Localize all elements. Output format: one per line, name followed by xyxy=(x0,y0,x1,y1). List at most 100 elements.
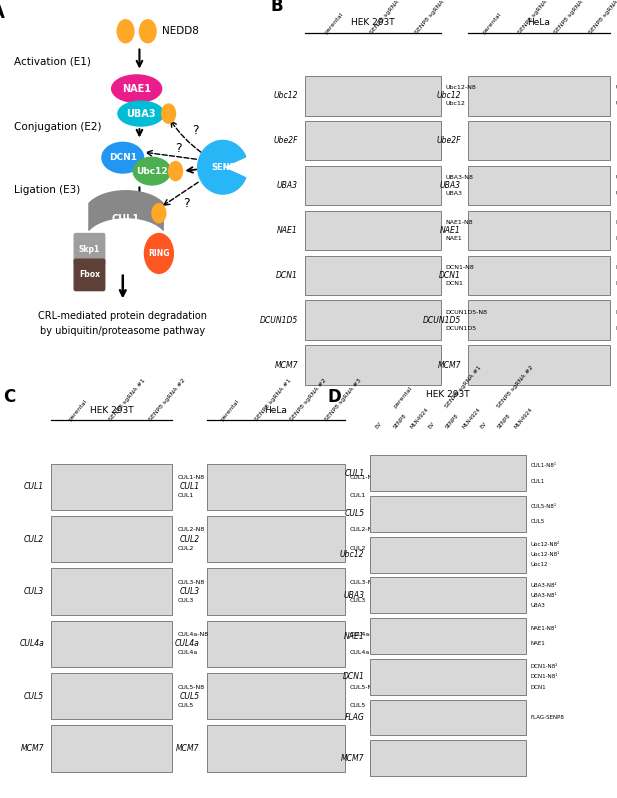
FancyBboxPatch shape xyxy=(468,255,610,295)
FancyBboxPatch shape xyxy=(305,346,441,385)
Text: MCM7: MCM7 xyxy=(21,744,44,753)
FancyBboxPatch shape xyxy=(305,301,441,340)
Text: DCN1: DCN1 xyxy=(439,271,461,280)
Text: DCUN1D5: DCUN1D5 xyxy=(615,326,617,330)
Text: parental: parental xyxy=(67,399,88,422)
Text: SENP8 sgRNA #1: SENP8 sgRNA #1 xyxy=(444,365,482,409)
Text: FLAG-SENP8: FLAG-SENP8 xyxy=(531,715,565,720)
Text: Ube2F: Ube2F xyxy=(436,136,461,145)
Circle shape xyxy=(162,104,175,123)
FancyBboxPatch shape xyxy=(370,578,526,614)
FancyBboxPatch shape xyxy=(74,259,105,290)
Text: DCN1: DCN1 xyxy=(615,281,617,286)
Polygon shape xyxy=(198,140,246,194)
Text: MLN4924: MLN4924 xyxy=(462,407,482,430)
Text: CUL3: CUL3 xyxy=(24,587,44,596)
Circle shape xyxy=(117,20,134,43)
Text: Conjugation (E2): Conjugation (E2) xyxy=(14,122,102,132)
Ellipse shape xyxy=(133,157,171,185)
Text: CUL1-N8: CUL1-N8 xyxy=(177,475,204,480)
Text: DCN1: DCN1 xyxy=(109,153,137,162)
FancyBboxPatch shape xyxy=(370,537,526,573)
Text: NAE1-N8: NAE1-N8 xyxy=(445,220,473,225)
Text: MCM7: MCM7 xyxy=(437,361,461,369)
Text: MLN4924: MLN4924 xyxy=(410,407,430,430)
Text: CUL1: CUL1 xyxy=(350,493,366,499)
Text: DCN1: DCN1 xyxy=(445,281,463,286)
Text: CUL4a-N8: CUL4a-N8 xyxy=(177,632,209,637)
Text: SENP8 sgRNA #2: SENP8 sgRNA #2 xyxy=(289,378,328,422)
Text: Ubc12-N8²: Ubc12-N8² xyxy=(531,542,560,547)
Text: NAE1: NAE1 xyxy=(277,226,298,235)
Text: CUL2: CUL2 xyxy=(350,546,366,551)
Circle shape xyxy=(144,234,173,274)
Text: SENP8 sgRNA #1: SENP8 sgRNA #1 xyxy=(108,378,146,422)
Text: UBA3: UBA3 xyxy=(344,591,365,600)
FancyBboxPatch shape xyxy=(305,166,441,205)
FancyBboxPatch shape xyxy=(468,211,610,251)
Text: Ubc12-N8¹: Ubc12-N8¹ xyxy=(531,552,560,557)
Text: CUL5: CUL5 xyxy=(24,692,44,701)
Text: UBA3-N8²: UBA3-N8² xyxy=(531,583,557,587)
Text: Ubc12: Ubc12 xyxy=(615,101,617,106)
Text: CUL1: CUL1 xyxy=(112,214,139,224)
Text: CUL5: CUL5 xyxy=(177,703,194,708)
Text: UBA3: UBA3 xyxy=(277,181,298,190)
FancyBboxPatch shape xyxy=(370,618,526,654)
Text: CUL1: CUL1 xyxy=(177,493,194,499)
Text: HEK 293T: HEK 293T xyxy=(89,405,133,415)
Text: Ubc12: Ubc12 xyxy=(436,91,461,101)
FancyBboxPatch shape xyxy=(468,166,610,205)
Text: SENP8: SENP8 xyxy=(212,163,242,172)
Ellipse shape xyxy=(102,142,144,173)
FancyBboxPatch shape xyxy=(468,121,610,160)
FancyBboxPatch shape xyxy=(468,76,610,116)
FancyBboxPatch shape xyxy=(305,255,441,295)
Text: Ubc12: Ubc12 xyxy=(445,101,465,106)
Text: C: C xyxy=(2,388,15,406)
Text: B: B xyxy=(271,0,283,15)
FancyBboxPatch shape xyxy=(305,121,441,160)
Text: CUL5: CUL5 xyxy=(350,703,366,708)
Text: Ubc12: Ubc12 xyxy=(340,550,365,559)
Text: NAE1-N8¹: NAE1-N8¹ xyxy=(531,626,557,631)
Text: HEK 293T: HEK 293T xyxy=(426,390,470,399)
Text: Fbox: Fbox xyxy=(79,271,100,279)
Text: CUL4a: CUL4a xyxy=(350,650,370,655)
Text: UBA3: UBA3 xyxy=(440,181,461,190)
Text: Ubc12-N8: Ubc12-N8 xyxy=(615,85,617,90)
Text: UBA3: UBA3 xyxy=(615,191,617,196)
Text: NAE1-N8: NAE1-N8 xyxy=(615,220,617,225)
FancyBboxPatch shape xyxy=(370,700,526,736)
Circle shape xyxy=(168,161,183,180)
Text: Ube2F: Ube2F xyxy=(273,136,298,145)
FancyBboxPatch shape xyxy=(370,659,526,695)
Text: HeLa: HeLa xyxy=(264,405,287,415)
Text: SENP8 sgRNA #3: SENP8 sgRNA #3 xyxy=(324,378,362,422)
FancyBboxPatch shape xyxy=(74,234,105,265)
Text: MCM7: MCM7 xyxy=(275,361,298,369)
Text: DCN1: DCN1 xyxy=(342,672,365,681)
Text: SENP8 sgRNA #2: SENP8 sgRNA #2 xyxy=(553,0,591,35)
Text: parental: parental xyxy=(323,12,344,35)
Text: FLAG: FLAG xyxy=(345,713,365,722)
Text: CUL1-N8¹: CUL1-N8¹ xyxy=(531,463,557,468)
Text: CUL4a: CUL4a xyxy=(19,639,44,648)
Text: CUL2-N8: CUL2-N8 xyxy=(350,527,377,532)
Text: DCUN1D5-N8: DCUN1D5-N8 xyxy=(445,310,487,315)
Text: CUL1-N8: CUL1-N8 xyxy=(350,475,377,480)
Text: DCN1: DCN1 xyxy=(531,685,546,689)
Text: CUL5: CUL5 xyxy=(344,509,365,519)
Text: HeLa: HeLa xyxy=(528,18,550,27)
Text: DCUN1D5: DCUN1D5 xyxy=(423,316,461,325)
Text: Activation (E1): Activation (E1) xyxy=(14,57,91,67)
Text: CUL1: CUL1 xyxy=(180,482,200,492)
Text: DCN1-N8²: DCN1-N8² xyxy=(531,664,558,669)
Text: parental: parental xyxy=(392,385,413,409)
Text: CUL4a: CUL4a xyxy=(177,650,197,655)
Text: UBA3: UBA3 xyxy=(531,603,545,608)
Text: NEDD8: NEDD8 xyxy=(162,26,199,36)
Text: NAE1: NAE1 xyxy=(531,642,545,646)
Text: CUL4a: CUL4a xyxy=(175,639,200,648)
Text: CUL5-N8¹: CUL5-N8¹ xyxy=(531,504,557,509)
